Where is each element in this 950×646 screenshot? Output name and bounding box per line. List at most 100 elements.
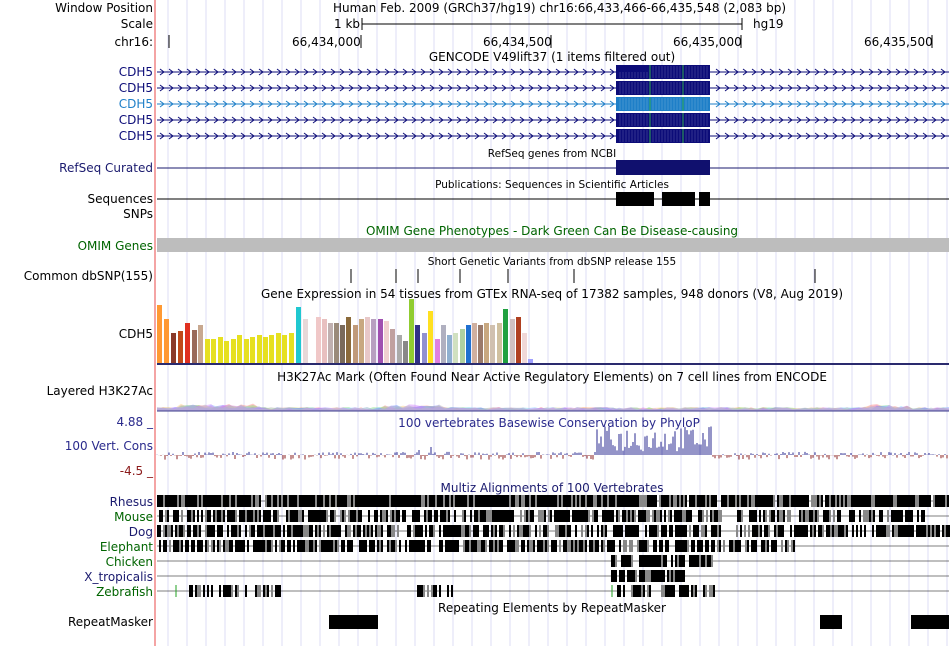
alignment-block (492, 510, 494, 522)
strand-arrow (339, 132, 345, 140)
alignment-block (387, 525, 389, 537)
strand-arrow (465, 132, 471, 140)
publications-track-label[interactable]: Sequences (87, 192, 153, 206)
alignment-block (309, 525, 311, 537)
alignment-block (363, 540, 365, 552)
alignment-block (713, 540, 715, 552)
chrom-label: chr16: (114, 35, 153, 49)
alignment-block (249, 495, 251, 507)
strand-arrow (348, 132, 354, 140)
alignment-block (763, 540, 765, 552)
phylop-track-label[interactable]: 100 Vert. Cons (64, 439, 153, 453)
strand-arrow (159, 68, 165, 76)
alignment-block (409, 495, 411, 507)
alignment-block (303, 495, 305, 507)
repeatmasker-track-label[interactable]: RepeatMasker (67, 615, 153, 629)
alignment-block (687, 585, 689, 597)
strand-arrow (186, 132, 192, 140)
alignment-block (597, 495, 599, 507)
alignment-block (872, 525, 874, 537)
alignment-block (677, 555, 679, 567)
alignment-block (899, 510, 901, 522)
alignment-block (853, 510, 855, 522)
alignment-block (343, 495, 345, 507)
alignment-block (547, 525, 549, 537)
strand-arrow (931, 100, 937, 108)
gencode-row-label[interactable]: CDH5 (118, 97, 153, 111)
strand-arrow (510, 68, 516, 76)
alignment-block (695, 555, 697, 567)
gtex-tissue-bar (250, 337, 255, 363)
alignment-block (589, 540, 591, 552)
ruler-tick-label: 66,434,000 (292, 35, 361, 49)
alignment-block (572, 510, 574, 522)
gencode-row-label[interactable]: CDH5 (118, 81, 153, 95)
alignment-block (705, 585, 707, 597)
alignment-block (711, 540, 713, 552)
multiz-species-label[interactable]: Chicken (105, 555, 153, 569)
gencode-row-label[interactable]: CDH5 (118, 129, 153, 143)
multiz-species-label[interactable]: X_tropicalis (84, 570, 153, 584)
multiz-species-label[interactable]: Rhesus (109, 495, 153, 509)
alignment-block (897, 495, 899, 507)
alignment-block (899, 495, 901, 507)
alignment-block (181, 495, 183, 507)
alignment-block (683, 585, 685, 597)
alignment-block (655, 495, 657, 507)
alignment-block (681, 570, 683, 582)
repeat-element (911, 615, 949, 629)
alignment-block (790, 525, 792, 537)
alignment-block (799, 495, 801, 507)
gtex-track-label[interactable]: CDH5 (118, 327, 153, 341)
alignment-block (205, 495, 207, 507)
alignment-block (535, 495, 537, 507)
alignment-block (902, 525, 904, 537)
strand-arrow (330, 100, 336, 108)
strand-arrow (555, 84, 561, 92)
strand-arrow (546, 132, 552, 140)
alignment-block (191, 585, 193, 597)
alignment-block (558, 510, 560, 522)
alignment-block (802, 525, 804, 537)
multiz-species-label[interactable]: Elephant (99, 540, 153, 554)
alignment-block (245, 525, 247, 537)
strand-arrow (213, 116, 219, 124)
alignment-block (778, 525, 780, 537)
alignment-block (465, 525, 467, 537)
gencode-row-label[interactable]: CDH5 (118, 65, 153, 79)
dbsnp-track-label[interactable]: Common dbSNP(155) (23, 269, 153, 283)
alignment-block (830, 525, 832, 537)
alignment-block (491, 540, 493, 552)
refseq-track-label[interactable]: RefSeq Curated (59, 161, 153, 175)
gtex-tissue-bar (384, 321, 389, 363)
multiz-species-label[interactable]: Mouse (114, 510, 153, 524)
strand-arrow (285, 132, 291, 140)
snps-track-label[interactable]: SNPs (123, 207, 153, 221)
alignment-block (675, 525, 677, 537)
alignment-block (295, 525, 297, 537)
strand-arrow (528, 100, 534, 108)
h3k27ac-track-label[interactable]: Layered H3K27Ac (46, 384, 153, 398)
gtex-track-title: Gene Expression in 54 tissues from GTEx … (260, 287, 844, 301)
alignment-block (745, 540, 747, 552)
gencode-row-label[interactable]: CDH5 (118, 113, 153, 127)
alignment-block (351, 495, 353, 507)
alignment-block (634, 510, 636, 522)
alignment-block (861, 495, 863, 507)
alignment-block (367, 525, 369, 537)
multiz-species-label[interactable]: Zebrafish (96, 585, 153, 599)
alignment-block (193, 540, 195, 552)
alignment-block (259, 585, 261, 597)
alignment-block (656, 510, 658, 522)
multiz-species-label[interactable]: Dog (128, 525, 153, 539)
alignment-block (297, 495, 299, 507)
strand-arrow (420, 132, 426, 140)
repeat-element (329, 615, 378, 629)
alignment-block (713, 525, 715, 537)
omim-track-label[interactable]: OMIM Genes (77, 239, 153, 253)
alignment-block (377, 495, 379, 507)
alignment-block (386, 510, 388, 522)
alignment-block (421, 585, 423, 597)
alignment-block (307, 540, 309, 552)
strand-arrow (742, 68, 748, 76)
